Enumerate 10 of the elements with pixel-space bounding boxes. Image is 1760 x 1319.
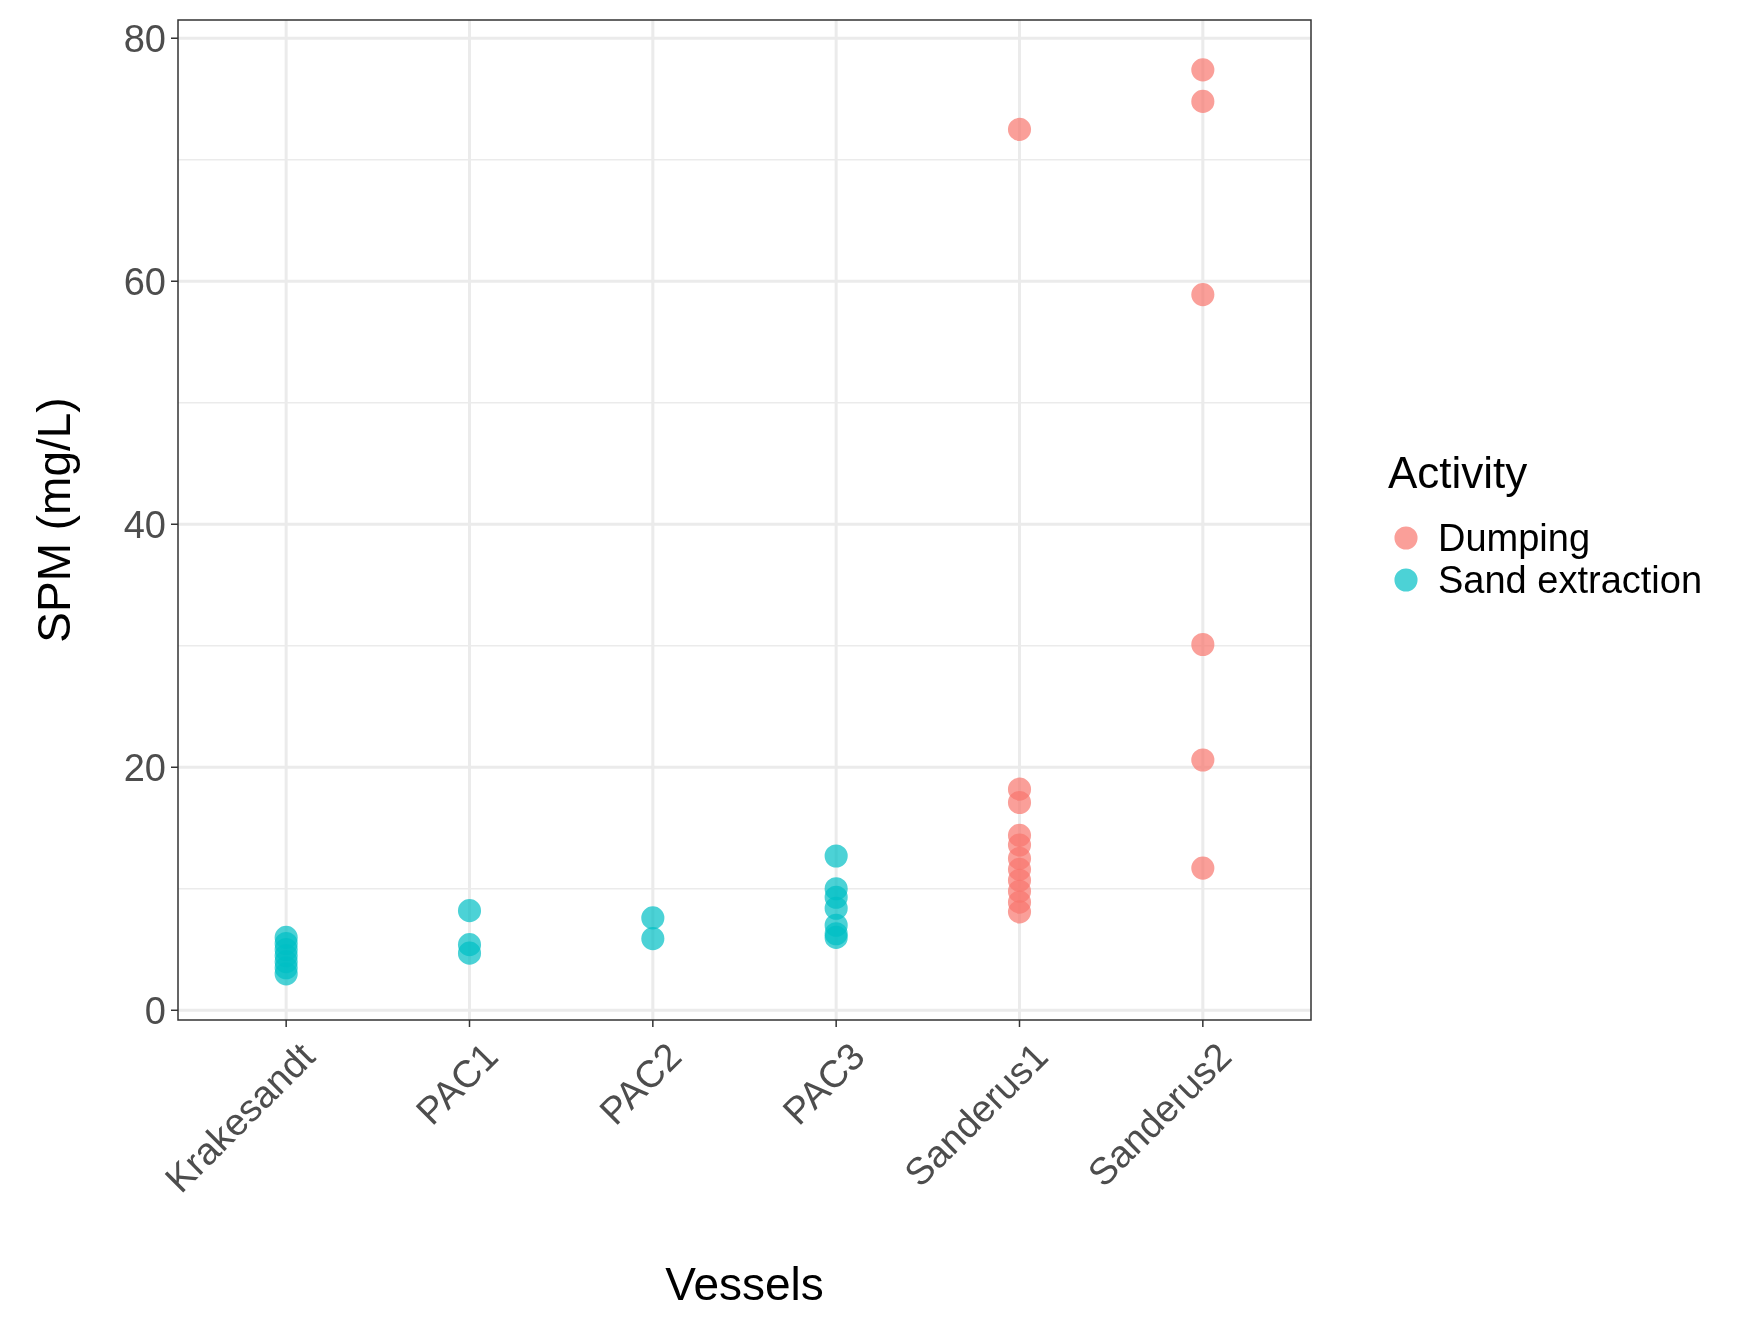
legend-title: Activity [1388,448,1528,497]
legend-label: Sand extraction [1438,559,1703,602]
y-tick-label: 40 [123,503,166,546]
y-tick-label: 20 [123,746,166,789]
y-axis-title: SPM (mg/L) [28,397,80,643]
y-tick-label: 60 [123,260,166,303]
y-tick-label: 0 [144,989,166,1032]
y-tick-label: 80 [123,17,166,60]
x-axis-title: Vessels [665,1258,824,1310]
legend-label: Dumping [1438,517,1591,560]
